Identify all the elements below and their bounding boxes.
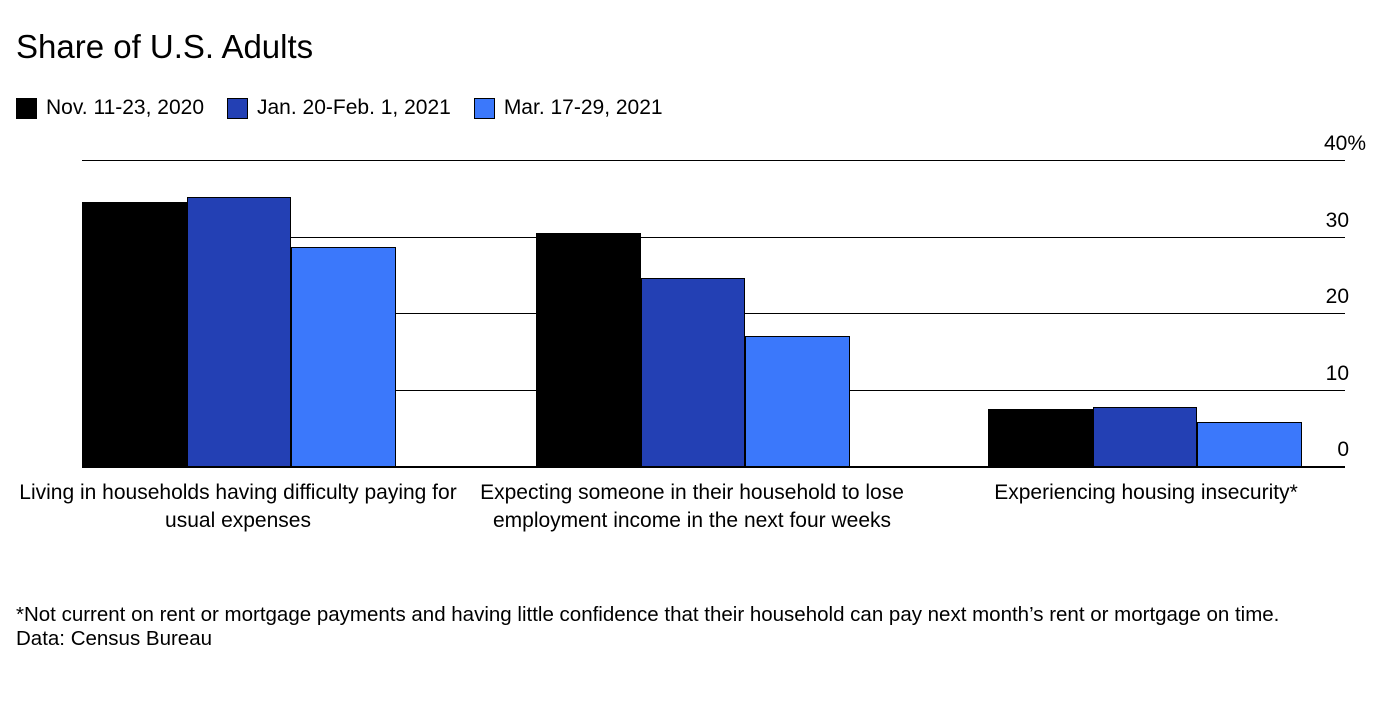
legend-item: Jan. 20-Feb. 1, 2021 <box>227 96 451 120</box>
legend-label: Nov. 11-23, 2020 <box>46 96 204 119</box>
bar-series3-cat1 <box>291 246 396 467</box>
bar-series3-cat2 <box>745 336 850 467</box>
legend-swatch-darkblue-icon <box>227 97 248 119</box>
legend-item: Nov. 11-23, 2020 <box>16 96 204 120</box>
bar-series2-cat2 <box>640 278 745 467</box>
legend-swatch-black-icon <box>16 97 37 119</box>
gridline <box>82 236 1345 238</box>
legend-item: Mar. 17-29, 2021 <box>473 96 663 120</box>
plot-area <box>82 160 1345 468</box>
legend: Nov. 11-23, 2020 Jan. 20-Feb. 1, 2021 Mar.… <box>16 95 663 121</box>
legend-label: Jan. 20-Feb. 1, 2021 <box>257 96 451 119</box>
bar-series1-cat2 <box>536 232 641 467</box>
category-label: Living in households having difficulty p… <box>19 481 457 532</box>
bar-series2-cat3 <box>1092 407 1197 467</box>
bar-series1-cat3 <box>988 408 1093 467</box>
footnote: *Not current on rent or mortgage payment… <box>16 603 1346 651</box>
chart-title: Share of U.S. Adults <box>16 28 314 65</box>
bar-series2-cat1 <box>186 196 291 467</box>
category-label: Experiencing housing insecurity* <box>994 481 1298 504</box>
x-axis-baseline <box>82 466 1345 468</box>
gridline <box>82 160 1345 162</box>
legend-swatch-lightblue-icon <box>473 97 495 119</box>
footnote-note: *Not current on rent or mortgage payment… <box>16 603 1280 626</box>
category-label: Expecting someone in their household to … <box>480 481 904 532</box>
bar-series3-cat3 <box>1197 421 1302 467</box>
footnote-source: Data: Census Bureau <box>16 627 213 650</box>
legend-label: Mar. 17-29, 2021 <box>503 96 663 119</box>
bar-series1-cat1 <box>82 202 187 467</box>
y-tick-label: 40% <box>1323 132 1366 155</box>
